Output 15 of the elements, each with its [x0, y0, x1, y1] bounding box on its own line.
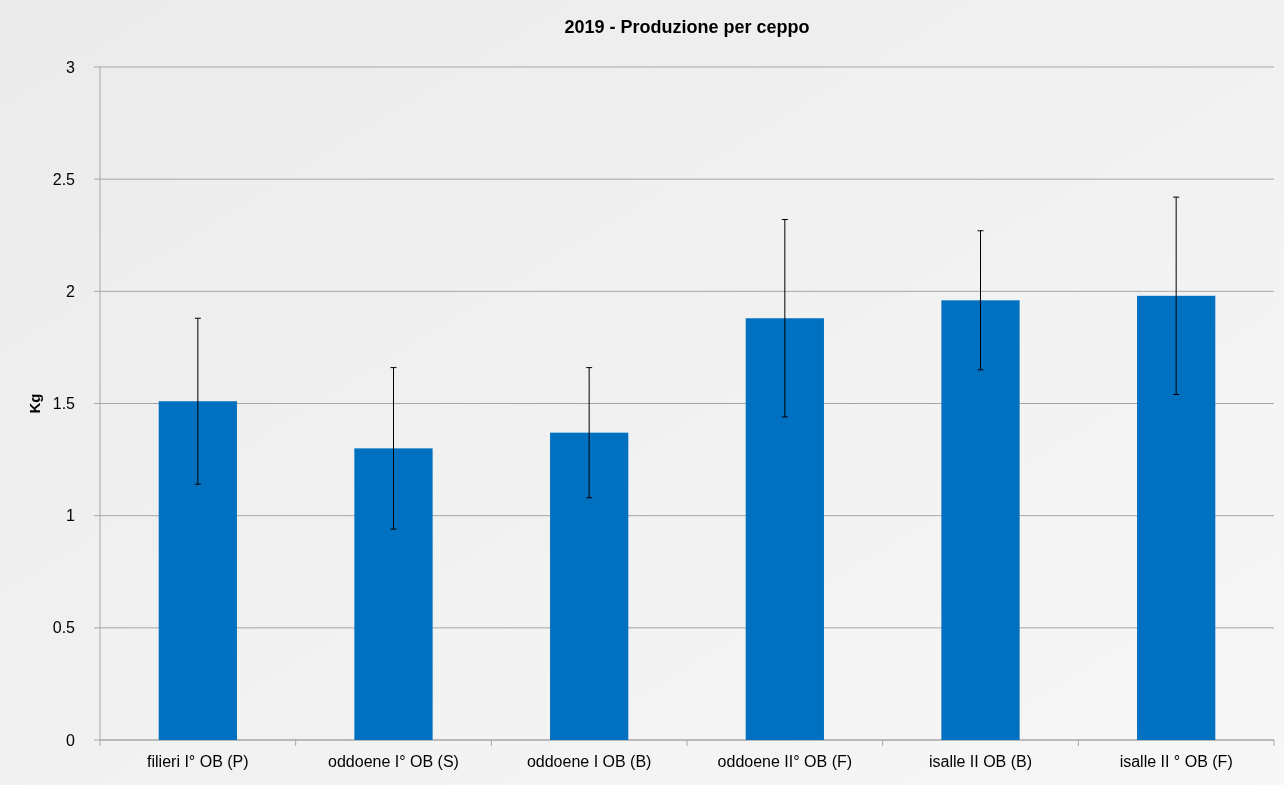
y-tick-label: 0.5: [52, 619, 76, 637]
x-tick-label: isalle II ° OB (F): [1119, 753, 1233, 770]
y-tick-label: 1: [66, 507, 76, 525]
x-tick-label: oddoene II° OB (F): [717, 753, 853, 770]
y-tick-label: 2: [66, 282, 76, 300]
y-tick-label: 2.5: [52, 170, 76, 188]
y-tick-label: 0: [66, 731, 76, 749]
y-tick-label: 3: [66, 58, 76, 76]
y-tick-label: 1.5: [52, 395, 76, 413]
y-axis-title: Kg: [26, 393, 43, 414]
x-tick-label: oddoene I° OB (S): [328, 753, 459, 770]
chart-title: 2019 - Produzione per ceppo: [564, 17, 810, 37]
x-tick-label: oddoene I OB (B): [526, 753, 652, 770]
x-tick-label: isalle II OB (B): [928, 753, 1033, 770]
x-tick-label: filieri I° OB (P): [147, 753, 249, 770]
